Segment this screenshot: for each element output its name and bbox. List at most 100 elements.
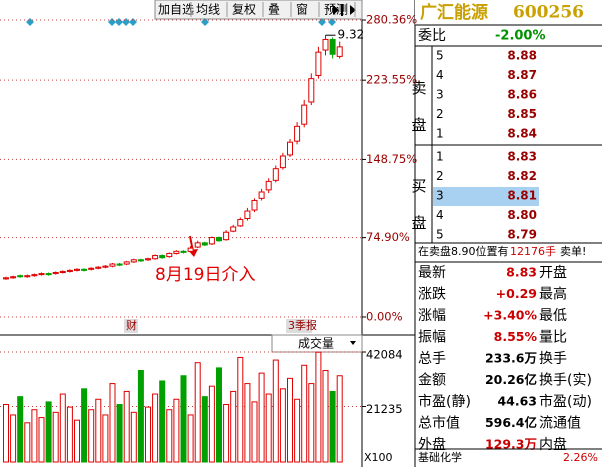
level: 5 [436, 228, 444, 242]
volume-bar [137, 370, 144, 463]
stat-value: +0.29 [496, 286, 537, 301]
volume-bar [17, 396, 24, 463]
price: 8.85 [507, 107, 537, 121]
volume-bar [187, 414, 194, 463]
candle-body [3, 277, 9, 280]
price: 8.79 [507, 228, 537, 242]
volume-bar [279, 388, 286, 463]
candle-body [173, 250, 180, 254]
candle-body [223, 231, 230, 241]
volume-bar [301, 364, 308, 463]
candle-body [308, 78, 315, 103]
volume-bar [38, 417, 45, 463]
indicator-name[interactable]: 成交量 [298, 336, 334, 351]
volume-bar [294, 398, 301, 463]
candle-body [130, 259, 137, 263]
annotation: 8月19日介入 [155, 265, 255, 285]
stat-label: 量比 [539, 330, 567, 346]
level: 3 [436, 88, 444, 102]
candle-body [166, 252, 173, 258]
toolbar-button[interactable]: 叠 [268, 3, 280, 17]
toolbar-button[interactable]: 预测 [324, 3, 348, 17]
volume-bar [123, 390, 130, 463]
volume-bar [272, 359, 279, 463]
candle-body [24, 275, 31, 278]
candle-body [45, 273, 52, 276]
stat-label: 总手 [418, 351, 446, 367]
stat-label: 流通值 [539, 416, 581, 432]
price: 8.86 [507, 88, 537, 102]
candle-body [265, 180, 272, 191]
volume-bar [244, 383, 251, 463]
volume-bar [24, 422, 31, 463]
toolbar-button[interactable]: 窗 [296, 3, 308, 17]
candle-body [237, 219, 244, 227]
volume-bar [109, 383, 116, 463]
candle-body [279, 155, 286, 169]
candle-body [258, 191, 265, 199]
candle-body [336, 46, 343, 57]
stat-value: +3.40% [483, 308, 537, 323]
volume-bar [258, 372, 265, 463]
level: 1 [436, 127, 444, 141]
candle-body [287, 141, 293, 156]
volume-bar [223, 403, 230, 463]
candle-body [329, 38, 336, 55]
candle-body [272, 168, 279, 181]
volume-bar [45, 401, 52, 463]
stat-label: 总市值 [418, 415, 460, 432]
price: 8.84 [507, 127, 537, 141]
price: 8.83 [507, 150, 537, 164]
quote-header [415, 0, 602, 25]
level: 4 [436, 208, 444, 222]
candle-body [145, 258, 151, 261]
y-tick-label: 21235 [366, 402, 403, 416]
sector: 基础化学 [418, 450, 462, 464]
price: 8.87 [507, 68, 537, 82]
wei-bi-label: 委比 [418, 28, 446, 44]
stat-label: 开盘 [539, 264, 567, 281]
stat-label: 涨幅 [418, 308, 446, 324]
candle-body [159, 255, 166, 259]
stat-label: 市盈(静) [418, 393, 471, 410]
candle-body [216, 237, 222, 242]
toolbar-button[interactable]: 加自选 [158, 3, 194, 17]
volume-bar [315, 351, 322, 463]
volume-bar [152, 393, 159, 463]
notice: 在卖盘8.90位置有 [418, 244, 509, 258]
candle-body [10, 276, 17, 279]
candle-body [102, 265, 109, 268]
unit-label: X100 [364, 451, 393, 464]
candle-body [180, 250, 187, 253]
candle-body [294, 125, 301, 142]
candle-body [59, 270, 66, 274]
y-tick-label: 280.36% [366, 13, 417, 27]
wei-bi: -2.00% [495, 29, 546, 44]
candle-body [322, 38, 329, 51]
stock-name: 广汇能源 [420, 2, 488, 23]
volume-bar [329, 390, 336, 463]
candle-body [315, 51, 322, 76]
candle-body [52, 272, 59, 275]
toolbar-button[interactable]: 均线 [196, 3, 220, 17]
volume-bar [173, 398, 180, 463]
toolbar [154, 0, 363, 20]
price: 8.80 [507, 208, 537, 222]
level: 2 [436, 107, 444, 121]
candle-body [137, 259, 144, 262]
volume-bar [180, 375, 187, 463]
candle-body [74, 268, 80, 271]
candle-body [230, 226, 237, 232]
y-tick-label: 42084 [366, 348, 403, 362]
toolbar-icon [333, 4, 356, 16]
stat-label: 市盈(动) [539, 393, 592, 410]
candle-body [81, 268, 88, 271]
sell-label: 卖盘 [410, 80, 428, 154]
notice: 卖单! [560, 245, 586, 258]
stat-value: 20.26亿 [485, 372, 537, 387]
candle-body [208, 237, 215, 245]
volume-bar [10, 414, 17, 463]
toolbar-button[interactable]: 复权 [232, 3, 256, 17]
candle-body [123, 261, 130, 265]
